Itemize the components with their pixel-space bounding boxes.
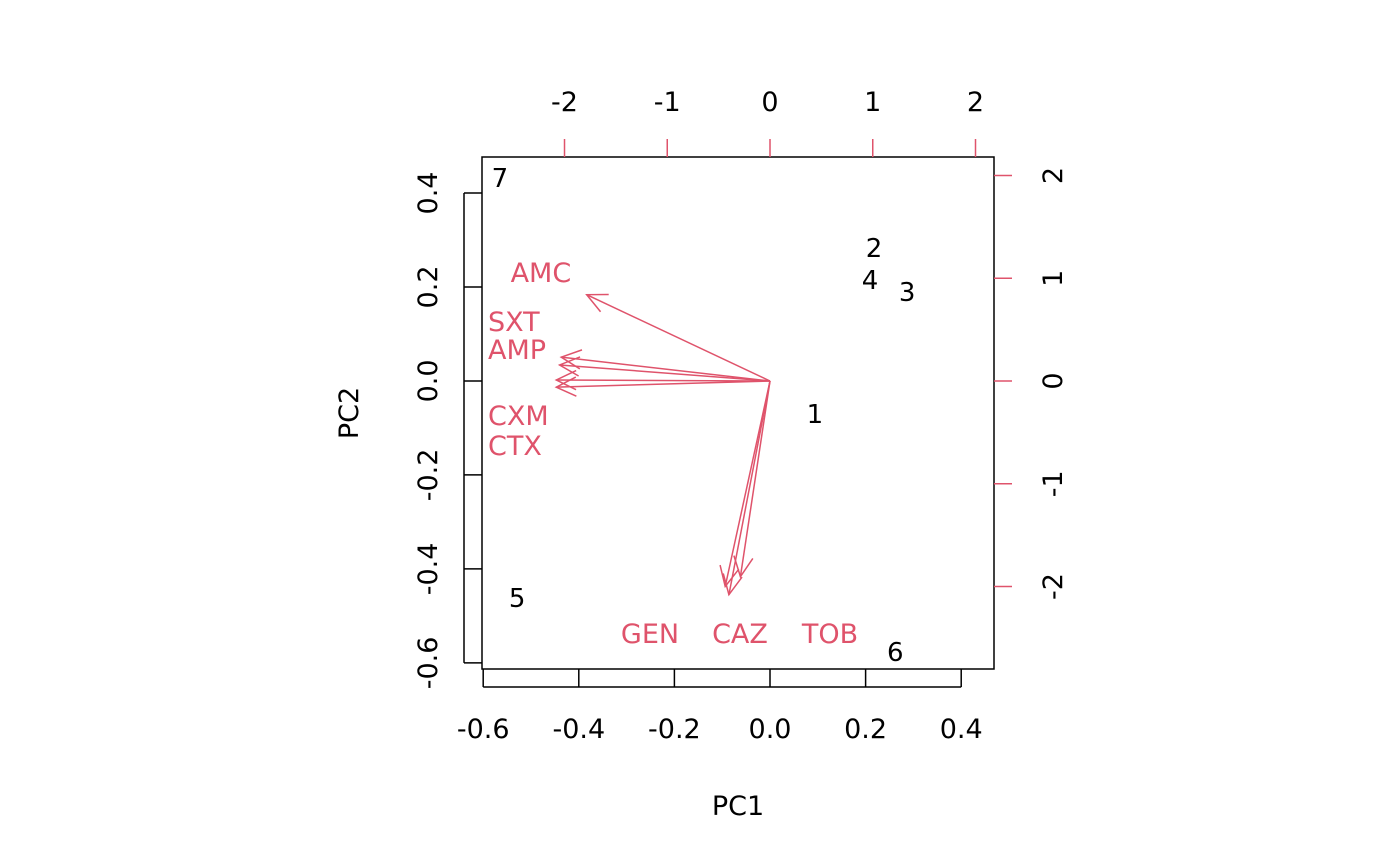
right-tick-label: 2 bbox=[1038, 167, 1069, 184]
observation-label: 7 bbox=[492, 164, 509, 194]
observation-label: 1 bbox=[807, 400, 824, 430]
observation-label: 2 bbox=[866, 234, 883, 264]
observation-label: 4 bbox=[862, 266, 879, 296]
observation-label: 3 bbox=[899, 278, 916, 308]
right-tick-label: 0 bbox=[1038, 372, 1069, 389]
plot-box bbox=[481, 156, 995, 670]
loading-arrow bbox=[739, 380, 771, 577]
right-tick-label: 1 bbox=[1038, 270, 1069, 287]
variable-label: GEN bbox=[621, 619, 679, 650]
x-axis-title: PC1 bbox=[712, 791, 764, 822]
variable-label: CTX bbox=[488, 431, 542, 462]
x-tick-label: 0.4 bbox=[940, 714, 983, 745]
top-tick-label: -2 bbox=[551, 87, 578, 118]
arrow-head bbox=[733, 555, 754, 579]
arrow-head bbox=[559, 349, 583, 370]
arrow-head bbox=[585, 293, 609, 313]
arrow-head bbox=[554, 376, 577, 397]
arrow-head bbox=[722, 573, 743, 597]
loading-arrow bbox=[561, 356, 771, 382]
y-tick-label: -0.2 bbox=[413, 449, 444, 502]
top-tick-label: 1 bbox=[864, 87, 881, 118]
variable-label: SXT bbox=[488, 307, 540, 338]
x-tick-label: 0.2 bbox=[844, 714, 887, 745]
right-tick-label: -2 bbox=[1038, 573, 1069, 600]
x-tick-label: -0.4 bbox=[552, 714, 605, 745]
loading-arrow bbox=[559, 364, 771, 382]
variable-label: CXM bbox=[488, 401, 549, 432]
y-tick-label: -0.6 bbox=[413, 637, 444, 690]
y-tick-label: 0.0 bbox=[413, 359, 444, 402]
variable-label: CAZ bbox=[712, 619, 768, 650]
loading-arrow bbox=[556, 380, 771, 388]
loading-arrow bbox=[724, 380, 771, 587]
y-tick-label: 0.4 bbox=[413, 172, 444, 215]
observation-label: 6 bbox=[887, 638, 904, 668]
y-tick-label: 0.2 bbox=[413, 265, 444, 308]
variable-label: AMC bbox=[511, 258, 572, 289]
top-tick-label: -1 bbox=[654, 87, 681, 118]
loading-arrow bbox=[728, 380, 771, 595]
y-tick-label: -0.4 bbox=[413, 543, 444, 596]
x-tick-label: -0.6 bbox=[457, 714, 510, 745]
top-tick-label: 0 bbox=[761, 87, 778, 118]
x-tick-label: 0.0 bbox=[749, 714, 792, 745]
arrow-head bbox=[719, 564, 740, 589]
right-tick-label: -1 bbox=[1038, 470, 1069, 497]
variable-label: AMP bbox=[488, 335, 546, 366]
y-axis-title: PC2 bbox=[334, 387, 365, 439]
variable-label: TOB bbox=[801, 619, 858, 650]
top-tick-label: 2 bbox=[967, 87, 984, 118]
loading-arrow bbox=[556, 379, 771, 382]
loading-arrow bbox=[586, 294, 771, 382]
observation-label: 5 bbox=[509, 584, 526, 614]
x-tick-label: -0.2 bbox=[648, 714, 701, 745]
